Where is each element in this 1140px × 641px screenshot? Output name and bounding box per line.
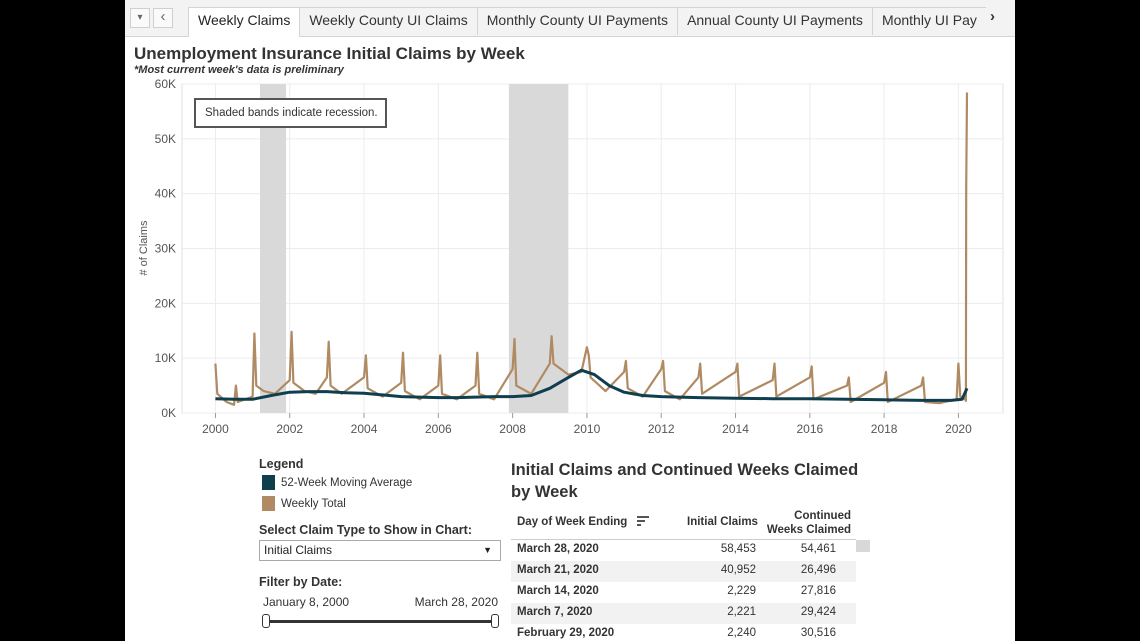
y-tick-label: 40K	[155, 187, 176, 201]
x-tick-label: 2020	[945, 422, 972, 436]
chevron-left-icon: ‹	[160, 8, 166, 25]
sort-icon[interactable]	[637, 516, 649, 526]
x-tick-label: 2016	[796, 422, 823, 436]
legend-swatch-moving-average	[262, 475, 275, 490]
recession-bands	[260, 84, 569, 413]
tab-monthly-county-ui-payments[interactable]: Monthly County UI Payments	[476, 7, 679, 35]
x-tick-label: 2002	[276, 422, 303, 436]
y-tick-label: 20K	[155, 296, 176, 310]
x-tick-label: 2014	[722, 422, 749, 436]
table-title: Initial Claims and Continued Weeks Claim…	[511, 461, 859, 501]
page-subtitle: *Most current week's data is preliminary	[134, 64, 344, 76]
slider-track	[266, 620, 496, 623]
y-tick-label: 0K	[161, 406, 176, 420]
date-filter-end: March 28, 2020	[414, 595, 498, 609]
claim-type-value: Initial Claims	[264, 543, 333, 557]
column-header-continued-weeks[interactable]: Continued Weeks Claimed	[766, 510, 851, 536]
y-tick-label: 10K	[155, 351, 176, 365]
y-tick-label: 30K	[155, 242, 176, 256]
tab-annual-county-ui-payments[interactable]: Annual County UI Payments	[677, 7, 873, 35]
claim-type-label: Select Claim Type to Show in Chart:	[259, 523, 472, 537]
x-tick-label: 2008	[499, 422, 526, 436]
tab-monthly-ui-payments[interactable]: Monthly UI Pay	[871, 7, 986, 35]
table-row: March 21, 2020 40,952 26,496	[511, 561, 856, 582]
table-header-divider	[511, 539, 856, 540]
tab-dropdown-button[interactable]: ▾	[130, 8, 150, 28]
tab-list: Weekly Claims Weekly County UI Claims Mo…	[188, 7, 986, 37]
slider-end-handle[interactable]	[491, 614, 499, 628]
tab-next-button[interactable]: ›	[990, 8, 995, 25]
recession-annotation: Shaded bands indicate recession.	[194, 98, 387, 128]
dropdown-arrow-icon: ▼	[483, 545, 492, 555]
x-tick-label: 2004	[351, 422, 378, 436]
y-tick-label: 50K	[155, 132, 176, 146]
tab-bar: ▾ ‹ Weekly Claims Weekly County UI Claim…	[125, 0, 1015, 37]
y-tick-label: 60K	[155, 77, 176, 91]
y-axis-label: # of Claims	[138, 220, 150, 276]
recession-band	[508, 84, 569, 413]
slider-start-handle[interactable]	[262, 614, 270, 628]
table-row: February 29, 2020 2,240 30,516	[517, 627, 836, 639]
x-axis: 2000 2002 2004 2006 2008 2010 2012 2014 2016 2018…	[202, 413, 972, 436]
chevron-right-icon: ›	[990, 8, 995, 25]
claim-type-select[interactable]: Initial Claims ▼	[259, 540, 501, 561]
column-header-initial-claims[interactable]: Initial Claims	[687, 516, 758, 528]
recession-band	[260, 84, 287, 413]
x-tick-label: 2012	[648, 422, 675, 436]
legend-title: Legend	[259, 457, 304, 471]
legend-swatch-weekly-total	[262, 496, 275, 511]
series-lines	[214, 92, 969, 406]
date-range-slider[interactable]	[262, 614, 499, 628]
date-filter-label: Filter by Date:	[259, 575, 343, 589]
claims-line-chart: 2000 2002 2004 2006 2008 2010 2012 2014 2016 2018…	[138, 77, 1004, 436]
moving-average-line	[215, 368, 969, 402]
legend-label-moving-average: 52-Week Moving Average	[281, 477, 413, 489]
x-tick-label: 2010	[574, 422, 601, 436]
x-tick-label: 2006	[425, 422, 452, 436]
tab-weekly-county-ui-claims[interactable]: Weekly County UI Claims	[299, 7, 478, 35]
date-filter-start: January 8, 2000	[263, 595, 350, 609]
column-header-week-ending[interactable]: Day of Week Ending	[517, 516, 628, 528]
chevron-down-icon: ▾	[137, 12, 143, 23]
table-scrollbar[interactable]	[856, 540, 870, 552]
x-tick-label: 2000	[202, 422, 229, 436]
table-row: March 28, 2020 58,453 54,461	[517, 543, 836, 555]
x-tick-label: 2018	[871, 422, 898, 436]
page-title: Unemployment Insurance Initial Claims by…	[134, 44, 525, 63]
tab-prev-button[interactable]: ‹	[153, 8, 173, 28]
table-row: March 7, 2020 2,221 29,424	[511, 603, 856, 624]
dashboard-panel: ▾ ‹ Weekly Claims Weekly County UI Claim…	[125, 0, 1015, 641]
chart-grid	[181, 83, 1004, 414]
table-row: March 14, 2020 2,229 27,816	[517, 585, 836, 597]
legend-label-weekly-total: Weekly Total	[281, 498, 346, 510]
y-axis: 0K 10K 20K 30K 40K 50K 60K	[155, 77, 176, 420]
